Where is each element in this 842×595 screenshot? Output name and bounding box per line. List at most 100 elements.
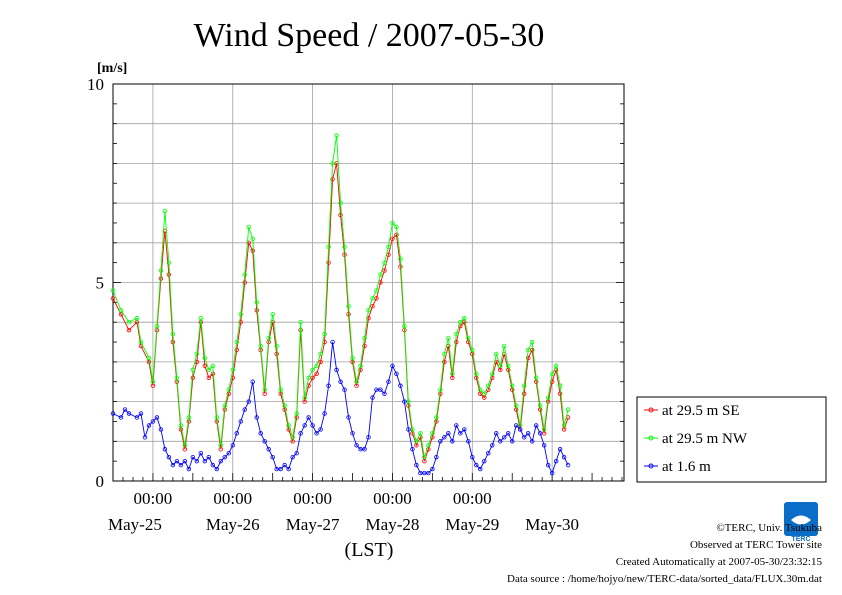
data-point xyxy=(222,454,227,460)
data-point xyxy=(154,415,160,420)
data-point xyxy=(414,462,419,468)
data-point xyxy=(246,224,251,230)
data-point xyxy=(354,443,359,448)
data-point xyxy=(402,323,407,329)
data-point xyxy=(238,312,243,317)
footer-copyright: ©TERC, Univ. Tsukuba xyxy=(716,522,822,534)
data-point xyxy=(346,312,351,317)
series-line xyxy=(112,163,569,462)
data-point xyxy=(318,351,323,357)
axes xyxy=(112,83,625,482)
data-point xyxy=(166,260,172,265)
data-point xyxy=(202,355,208,361)
tick-labels: 0 5 10 00:00 00:00 00:00 00:00 00:00 May-25 May-2… xyxy=(87,75,579,534)
data-point xyxy=(541,443,547,448)
data-point xyxy=(142,435,148,440)
legend-swatch-marker xyxy=(648,435,654,441)
data-point xyxy=(258,343,263,349)
data-point xyxy=(502,343,507,349)
data-point xyxy=(466,335,471,341)
data-point xyxy=(541,427,547,432)
data-point xyxy=(450,371,455,377)
data-point xyxy=(230,367,235,373)
data-point xyxy=(430,431,435,436)
data-point xyxy=(190,367,196,373)
footer-observed: Observed at TERC Tower site xyxy=(690,539,822,551)
data-point xyxy=(366,308,371,313)
data-point xyxy=(162,447,168,452)
data-point xyxy=(334,367,339,373)
data-point xyxy=(402,399,407,404)
data-point xyxy=(434,454,439,460)
data-point xyxy=(278,466,283,472)
data-point xyxy=(326,244,331,249)
x-day-label: May-26 xyxy=(206,515,260,534)
data-point xyxy=(338,200,343,206)
data-point xyxy=(270,320,275,325)
data-point xyxy=(182,458,188,464)
data-point xyxy=(314,431,319,436)
x-axis-label: (LST) xyxy=(345,539,394,561)
data-point xyxy=(110,288,116,293)
data-point xyxy=(494,351,499,357)
data-point xyxy=(490,371,495,377)
data-point xyxy=(565,462,571,468)
data-point xyxy=(458,320,463,325)
data-point xyxy=(282,462,287,468)
data-point xyxy=(274,351,279,357)
data-point xyxy=(110,296,116,301)
data-point xyxy=(474,462,479,468)
data-point xyxy=(270,454,275,460)
data-point xyxy=(206,375,212,380)
footer-created: Created Automatically at 2007-05-30/23:3… xyxy=(616,556,823,568)
data-point xyxy=(521,435,527,440)
data-point xyxy=(134,316,140,321)
data-point xyxy=(170,331,176,337)
data-point xyxy=(426,470,431,476)
data-point xyxy=(545,462,551,468)
data-point xyxy=(557,383,563,388)
data-point xyxy=(506,363,511,369)
data-point xyxy=(210,462,216,468)
data-point xyxy=(194,458,200,464)
data-point xyxy=(230,443,235,448)
y-tick-label: 10 xyxy=(87,75,104,94)
data-point xyxy=(354,379,359,384)
data-point xyxy=(122,407,128,412)
data-point xyxy=(394,224,399,230)
data-point xyxy=(214,466,219,472)
data-point xyxy=(378,387,383,392)
data-point xyxy=(498,363,503,369)
data-point xyxy=(478,466,483,472)
data-point xyxy=(306,415,311,420)
data-point xyxy=(234,347,239,353)
data-point xyxy=(170,462,176,468)
data-point xyxy=(318,359,323,365)
data-point xyxy=(298,431,303,436)
data-point xyxy=(226,387,231,392)
data-point xyxy=(190,375,196,380)
data-point xyxy=(270,312,275,317)
data-point xyxy=(158,268,164,273)
data-point xyxy=(418,431,423,436)
data-point xyxy=(310,367,315,373)
data-point xyxy=(186,415,192,420)
data-point xyxy=(382,268,387,273)
data-point xyxy=(294,451,299,456)
data-point xyxy=(410,447,415,452)
data-point xyxy=(370,395,375,400)
data-point xyxy=(206,454,212,460)
data-point xyxy=(338,379,343,384)
data-point xyxy=(514,403,519,408)
data-point xyxy=(366,316,371,321)
data-point xyxy=(234,339,239,345)
data-point xyxy=(474,371,479,377)
data-point xyxy=(462,316,467,321)
data-point xyxy=(438,439,443,444)
data-point xyxy=(362,335,367,341)
data-point xyxy=(206,367,212,373)
y-tick-label: 0 xyxy=(96,472,105,491)
data-point xyxy=(162,208,168,214)
data-point xyxy=(398,383,403,388)
